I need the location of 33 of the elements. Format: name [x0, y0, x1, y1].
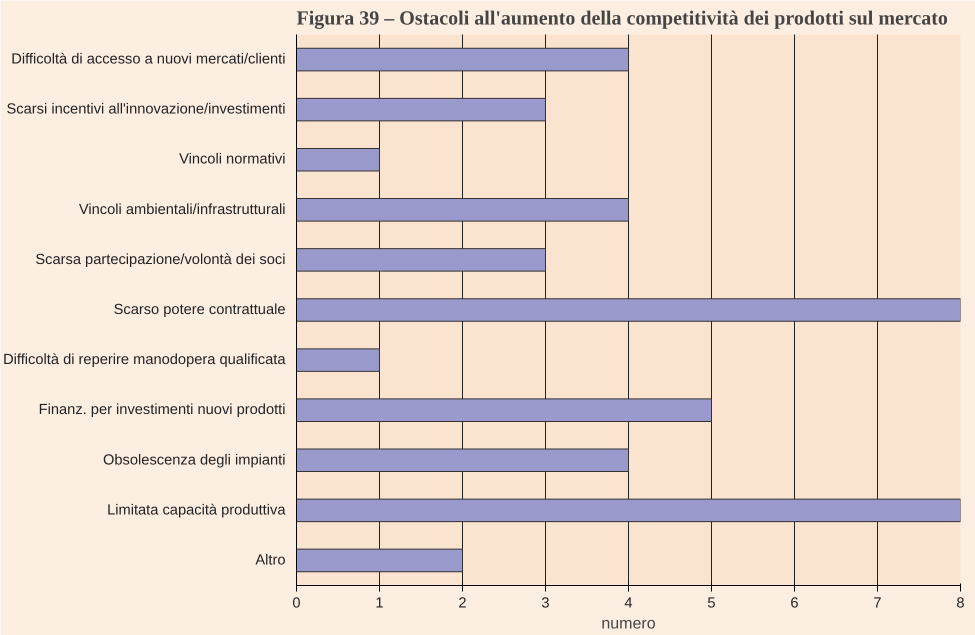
chart-title: Figura 39 – Ostacoli all'aumento della competitività dei prodotti sul mercato	[296, 8, 948, 30]
x-tick-label: 2	[458, 596, 467, 612]
bar	[296, 198, 629, 222]
y-tick-label: Scarso potere contrattuale	[114, 302, 286, 318]
x-tick-label: 8	[956, 596, 965, 612]
bar	[296, 48, 629, 72]
y-tick-label: Difficoltà di reperire manodopera qualificata	[3, 352, 286, 368]
x-axis-title: numero	[601, 616, 656, 632]
x-tick-label: 7	[873, 596, 882, 612]
bar	[296, 448, 629, 472]
x-tick-label: 6	[790, 596, 799, 612]
bar	[296, 548, 463, 572]
y-tick-label: Finanz. per investimenti nuovi prodotti	[38, 402, 286, 418]
bar	[296, 398, 712, 422]
y-tick-label: Scarsa partecipazione/volontà dei soci	[35, 252, 286, 268]
x-tick-label: 5	[707, 596, 716, 612]
x-tick-label: 4	[624, 596, 633, 612]
y-tick-label: Vincoli normativi	[179, 152, 286, 168]
y-tick-label: Altro	[255, 552, 286, 568]
x-tick-label: 3	[541, 596, 550, 612]
y-tick-label: Obsolescenza degli impianti	[103, 452, 286, 468]
bar	[296, 298, 960, 322]
x-tick-label: 1	[375, 596, 384, 612]
x-tick-label: 0	[292, 596, 301, 612]
y-tick-label: Difficoltà di accesso a nuovi mercati/clienti	[11, 52, 286, 68]
bar	[296, 348, 380, 372]
bar	[296, 498, 960, 522]
bar	[296, 98, 546, 122]
bar	[296, 148, 380, 172]
bar	[296, 248, 546, 272]
y-tick-label: Limitata capacità produttiva	[107, 502, 286, 518]
y-tick-label: Scarsi incentivi all'innovazione/investimenti	[6, 102, 286, 118]
y-tick-label: Vincoli ambientali/infrastrutturali	[78, 202, 286, 218]
